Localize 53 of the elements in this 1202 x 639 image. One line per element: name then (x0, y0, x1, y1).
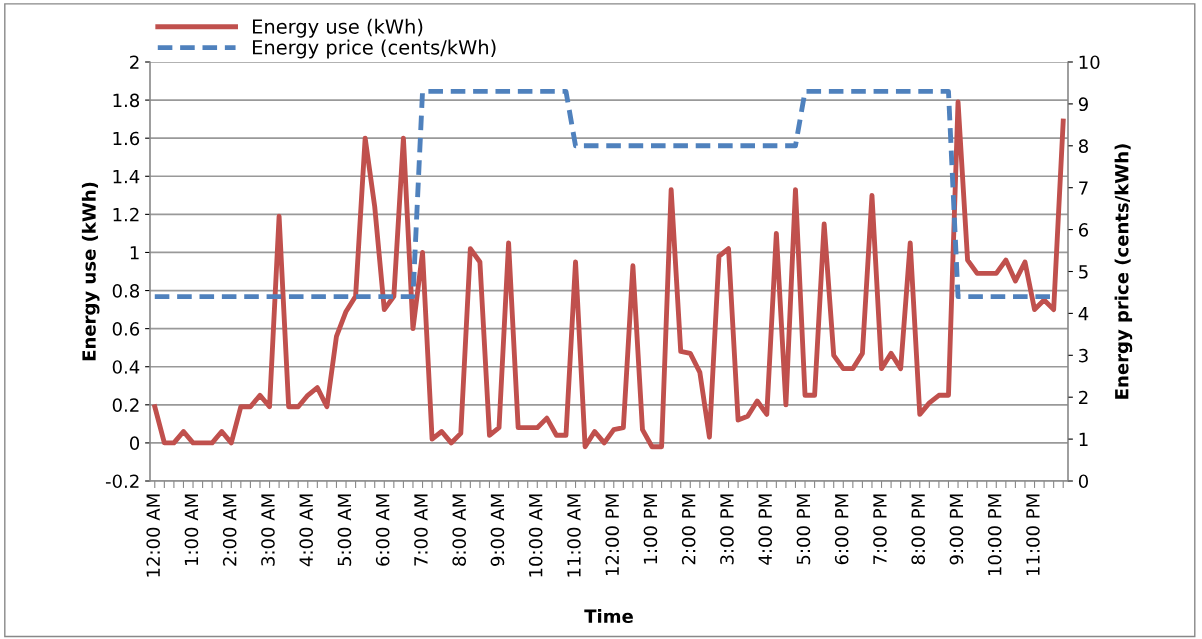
y-tick-label: 1.2 (113, 207, 139, 222)
x-tick-label: 3:00 PM (720, 494, 734, 565)
y2-tick-label: 1 (1079, 432, 1088, 446)
y-tick-label: -0.2 (105, 474, 139, 489)
x-tick-label: 3:00 AM (261, 494, 275, 566)
x-tick-label: 6:00 PM (834, 494, 849, 565)
x-tick-label: 5:00 PM (796, 494, 811, 565)
x-tick-label: 8:00 PM (911, 494, 926, 565)
y-tick-label: 1.8 (113, 93, 140, 108)
y2-axis-title: Energy price (cents/kWh) (1114, 144, 1133, 399)
y-tick-label: 0.4 (112, 360, 140, 374)
y2-tick-label: 3 (1079, 348, 1088, 363)
x-tick-label: 7:00 PM (873, 494, 887, 565)
y-tick-label: 0.8 (112, 284, 140, 298)
y2-tick-label: 4 (1078, 307, 1089, 321)
y-tick-label: 2 (130, 55, 139, 69)
y2-tick-label: 10 (1079, 55, 1100, 70)
y-tick-label: 1 (130, 246, 139, 260)
y-tick-label: 0.2 (112, 398, 139, 412)
x-tick-label: 5:00 AM (337, 494, 352, 566)
y-axis-title: Energy use (kWh) (81, 182, 100, 361)
x-tick-label: 4:00 AM (299, 494, 314, 567)
legend-label: Energy use (kWh) (253, 18, 423, 38)
x-tick-label: 11:00 PM (1026, 494, 1040, 576)
x-tick-label: 12:00 AM (146, 494, 161, 577)
x-tick-label: 6:00 AM (375, 494, 390, 566)
x-tick-label: 2:00 AM (222, 494, 237, 566)
y-tick-label: 1.6 (113, 131, 140, 146)
x-tick-label: 11:00 AM (567, 494, 581, 577)
line-series (152, 99, 1066, 450)
x-tick-label: 9:00 PM (949, 494, 964, 565)
x-axis-title: Time (584, 609, 633, 624)
x-tick-label: 12:00 PM (605, 494, 620, 576)
x-tick-label: 8:00 AM (452, 494, 467, 566)
y2-tick-label: 6 (1078, 223, 1089, 237)
x-tick-label: 1:00 AM (184, 494, 199, 566)
x-tick-label: 4:00 PM (758, 494, 773, 565)
y-tick-label: 0 (129, 436, 140, 451)
x-tick-label: 1:00 PM (643, 494, 658, 564)
x-tick-label: 2:00 PM (681, 494, 696, 565)
x-tick-label: 7:00 AM (414, 494, 428, 566)
x-tick-label: 10:00 AM (528, 494, 543, 577)
legend-label: Energy price (cents/kWh) (253, 39, 496, 59)
x-tick-label: 9:00 AM (490, 494, 505, 566)
y2-tick-label: 8 (1078, 139, 1088, 153)
y2-tick-label: 5 (1079, 265, 1088, 279)
y2-tick-label: 0 (1078, 474, 1089, 489)
x-tick-label: 10:00 PM (987, 494, 1002, 576)
y2-tick-label: 7 (1079, 181, 1088, 195)
y2-tick-label: 2 (1079, 390, 1088, 405)
y-tick-label: 0.6 (112, 322, 140, 336)
y-tick-label: 1.4 (113, 169, 140, 184)
y2-tick-label: 9 (1078, 97, 1088, 112)
